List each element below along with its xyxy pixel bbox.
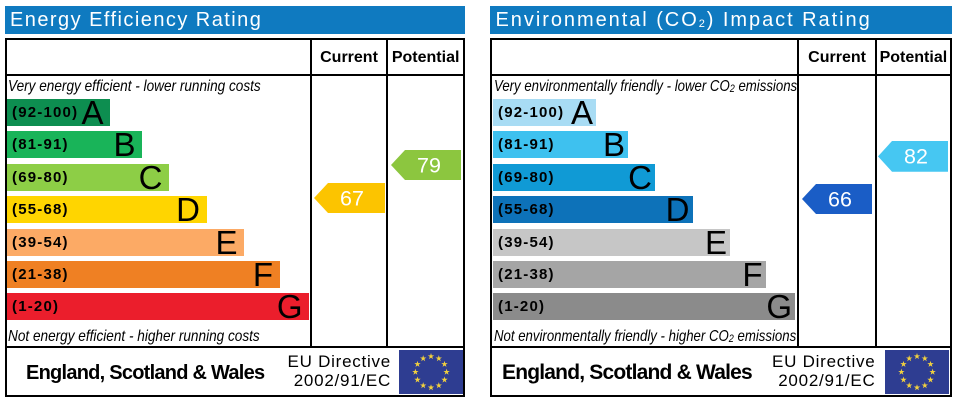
- svg-text:82: 82: [904, 144, 928, 168]
- svg-text:67: 67: [340, 186, 364, 210]
- svg-text:79: 79: [417, 153, 441, 177]
- svg-text:66: 66: [828, 188, 852, 212]
